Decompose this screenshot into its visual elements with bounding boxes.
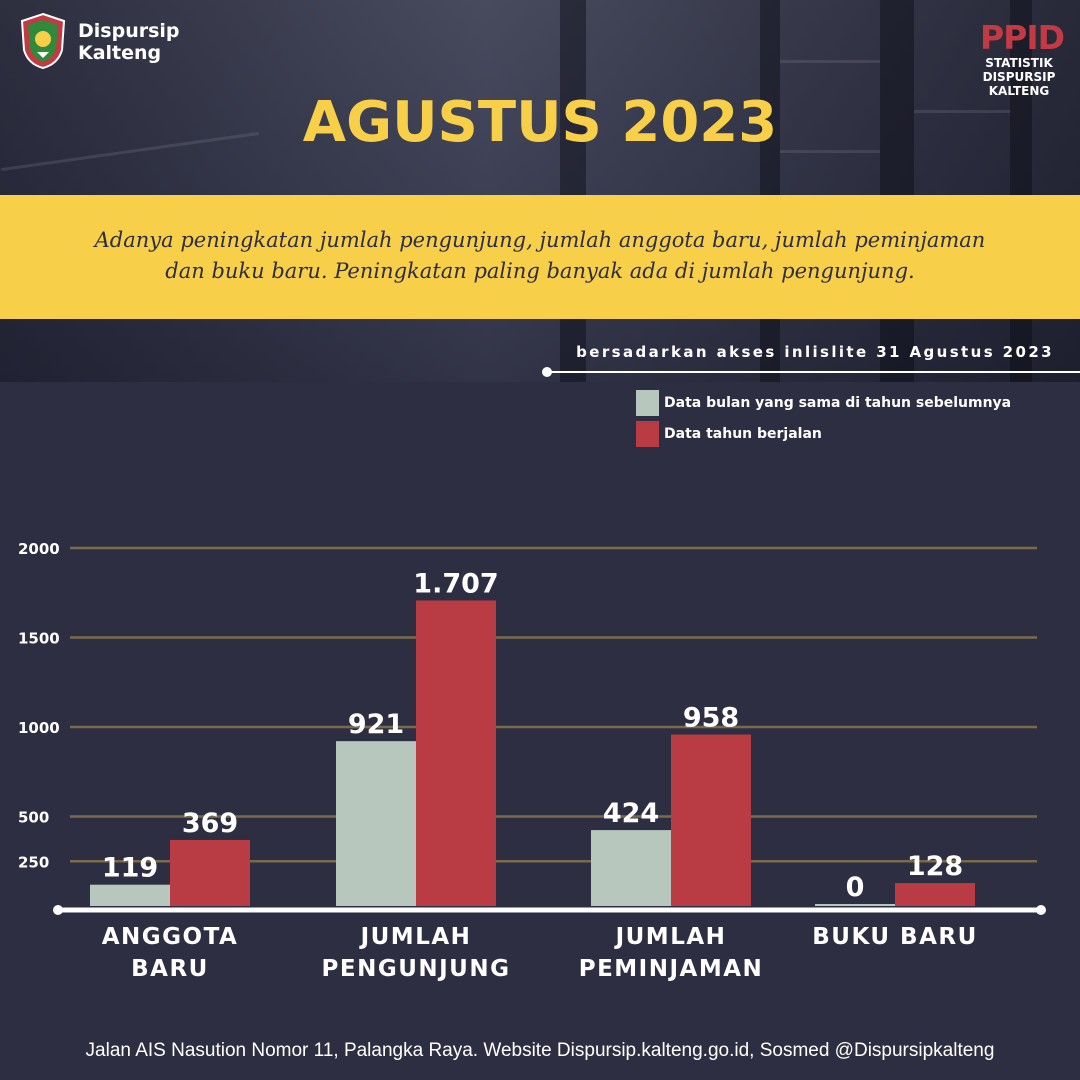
brand-name: Dispursip Kalteng (78, 20, 180, 64)
summary-line: dan buku baru. Peningkatan paling banyak… (165, 259, 915, 283)
source-divider-dot (542, 367, 552, 377)
ppid-title: PPID (980, 18, 1065, 57)
y-tick-label: 1500 (18, 630, 60, 648)
brand-line: Kalteng (78, 42, 162, 64)
y-tick-label: 500 (18, 809, 49, 827)
bar (416, 600, 496, 906)
bar (170, 839, 250, 906)
bar (336, 741, 416, 906)
legend-label-current: Data tahun berjalan (664, 426, 822, 442)
data-label: 119 (102, 853, 158, 884)
ppid-badge: PPID STATISTIK DISPURSIP KALTENG (980, 18, 1065, 99)
background-shelf-line (780, 150, 880, 153)
data-label: 958 (683, 703, 739, 734)
y-tick-label: 1000 (18, 719, 60, 737)
summary-text: Adanya peningkatan jumlah pengunjung, ju… (60, 225, 1020, 287)
x-tick-label: PENGUNJUNG (322, 956, 511, 982)
page-title: AGUSTUS 2023 (302, 90, 778, 155)
data-label: 369 (182, 808, 238, 839)
source-divider (548, 371, 1080, 373)
x-tick-label: BARU (131, 956, 209, 982)
brand-line: Dispursip (78, 20, 180, 42)
bar (591, 830, 671, 906)
bar (671, 734, 751, 906)
x-tick-label: JUMLAH (359, 924, 472, 950)
x-tick-label: JUMLAH (614, 924, 727, 950)
data-label: 128 (907, 851, 963, 882)
dispursip-logo-icon (20, 12, 66, 70)
bar (895, 883, 975, 906)
summary-line: Adanya peningkatan jumlah pengunjung, ju… (94, 228, 986, 252)
ppid-subtitle: STATISTIK DISPURSIP KALTENG (980, 56, 1058, 98)
legend-swatch-previous (636, 390, 659, 416)
y-tick-label: 2000 (18, 540, 60, 558)
bar (815, 904, 895, 906)
footer-address: Jalan AIS Nasution Nomor 11, Palangka Ra… (85, 1040, 995, 1061)
background-shelf-line (780, 60, 880, 63)
data-label: 1.707 (413, 568, 498, 599)
data-label: 424 (603, 798, 659, 829)
x-tick-label: ANGGOTA (102, 924, 239, 950)
x-tick-label: BUKU BARU (812, 924, 978, 950)
summary-banner: Adanya peningkatan jumlah pengunjung, ju… (0, 195, 1080, 319)
y-tick-label: 250 (18, 853, 49, 871)
background-shelf-line (914, 110, 1010, 113)
x-axis-end-dot (1036, 905, 1046, 915)
data-label: 921 (348, 709, 404, 740)
ppid-subtitle-line: DISPURSIP (982, 70, 1056, 84)
data-label: 0 (846, 872, 865, 903)
legend-swatch-current (636, 421, 659, 447)
source-note: bersadarkan akses inlislite 31 Agustus 2… (576, 343, 1054, 361)
legend-label-previous: Data bulan yang sama di tahun sebelumnya (664, 395, 1012, 411)
x-axis-end-dot (53, 905, 63, 915)
bar (90, 884, 170, 906)
x-tick-label: PEMINJAMAN (579, 956, 764, 982)
ppid-subtitle-line: KALTENG (988, 84, 1050, 98)
ppid-subtitle-line: STATISTIK (985, 56, 1053, 70)
